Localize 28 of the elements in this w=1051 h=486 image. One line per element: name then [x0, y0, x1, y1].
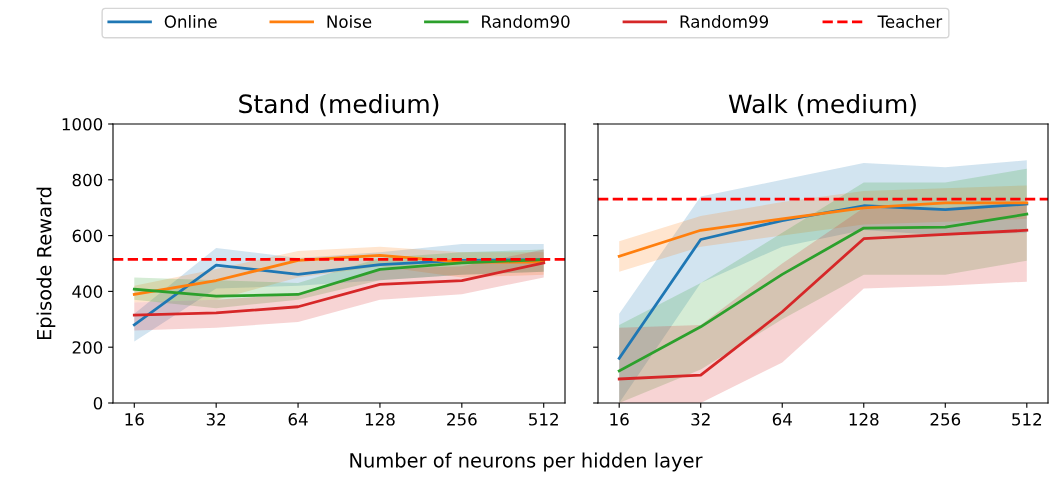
- chart-title: Walk (medium): [728, 93, 916, 117]
- y-tick-label: 400: [72, 285, 103, 298]
- x-tick-label: 128: [849, 413, 879, 426]
- legend-label: Noise: [327, 15, 372, 28]
- x-tick-label: 512: [1012, 413, 1042, 426]
- x-tick-label: 256: [930, 413, 961, 426]
- x-axis-title: Number of neurons per hidden layer: [350, 452, 703, 472]
- y-tick-label: 600: [72, 229, 103, 243]
- x-tick-label: 32: [206, 413, 226, 426]
- y-tick-label: 0: [93, 396, 103, 410]
- y-tick-label: 1000: [62, 117, 103, 131]
- line-series: [132, 261, 546, 317]
- y-axis-title: Episode Reward: [36, 187, 56, 340]
- x-tick-label: 16: [610, 413, 629, 426]
- legend-label: Online: [164, 15, 217, 28]
- x-tick-label: 512: [529, 413, 558, 426]
- x-tick-label: 256: [447, 413, 477, 426]
- legend-label: Random99: [680, 15, 769, 28]
- y-tick-label: 800: [72, 173, 103, 187]
- x-tick-label: 128: [365, 413, 395, 426]
- x-tick-label: 32: [691, 413, 710, 426]
- y-tick-label: 200: [72, 341, 103, 354]
- x-tick-label: 64: [772, 413, 792, 426]
- chart-title: Stand (medium): [239, 93, 439, 117]
- x-tick-label: 16: [125, 413, 144, 426]
- legend-label: Random90: [482, 15, 570, 28]
- legend-label: Teacher: [877, 15, 943, 28]
- x-tick-label: 64: [288, 413, 308, 426]
